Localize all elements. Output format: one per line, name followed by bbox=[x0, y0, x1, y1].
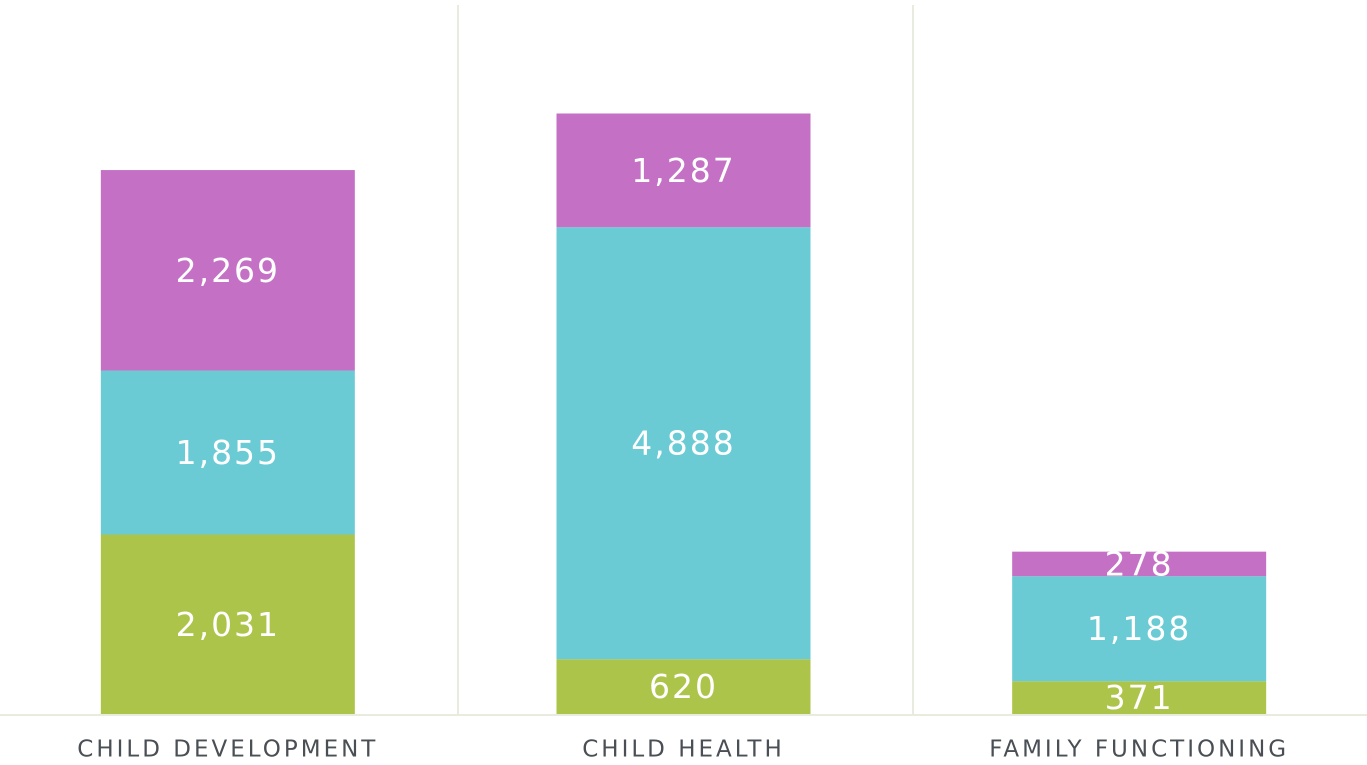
bar-segment bbox=[1012, 551, 1267, 577]
x-tick-label: CHILD HEALTH bbox=[582, 737, 785, 763]
bar-segment bbox=[100, 534, 355, 714]
value-label: 371 bbox=[1105, 678, 1174, 717]
x-tick-label: FAMILY FUNCTIONING bbox=[989, 737, 1289, 763]
bar-segment bbox=[1012, 576, 1267, 682]
bar-segment bbox=[556, 659, 811, 714]
value-label: 620 bbox=[649, 667, 718, 706]
bar-segment bbox=[556, 227, 811, 660]
value-label: 278 bbox=[1105, 544, 1174, 583]
bar-segment bbox=[556, 113, 811, 228]
x-tick-label: CHILD DEVELOPMENT bbox=[77, 737, 378, 763]
value-label: 1,855 bbox=[176, 433, 280, 472]
bar-segment bbox=[100, 170, 355, 371]
value-label: 1,287 bbox=[631, 151, 735, 190]
value-label: 2,031 bbox=[176, 605, 280, 644]
value-label: 1,188 bbox=[1087, 609, 1191, 648]
value-label: 2,269 bbox=[176, 251, 280, 290]
bar-segment bbox=[1012, 681, 1267, 714]
value-label: 4,888 bbox=[631, 424, 735, 463]
bar-segment bbox=[100, 370, 355, 535]
